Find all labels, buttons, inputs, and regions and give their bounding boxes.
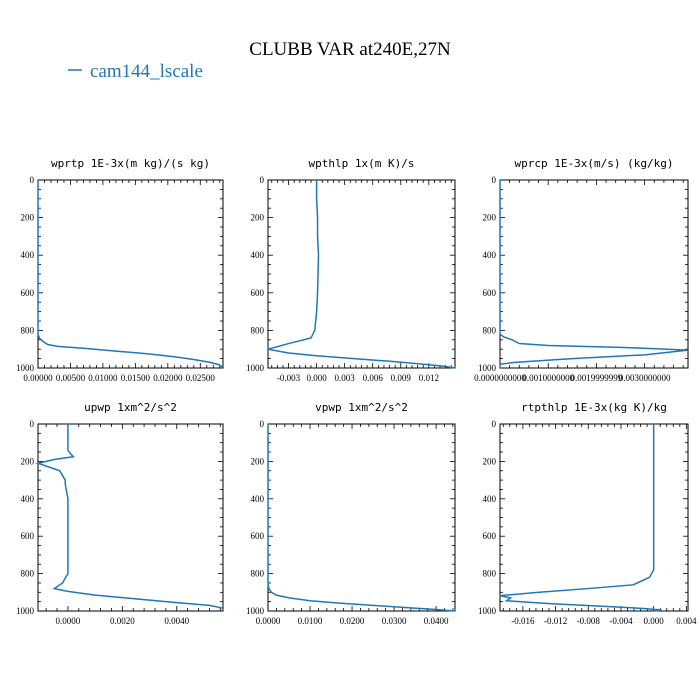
plot-frame — [499, 423, 689, 612]
series-line-1 — [499, 180, 689, 368]
x-tick-label: 0.00000 — [23, 373, 53, 383]
panel-1: wprtp 1E-3x(m kg)/(s kg) 0 200 400 600 800 100… — [16, 157, 224, 383]
legend-label: cam144_lscale — [90, 61, 203, 82]
x-tick-label: -0.008 — [577, 616, 601, 626]
y-tick-label: 1000 — [246, 363, 265, 373]
y-tick-label: 0 — [30, 175, 35, 185]
panel-5: vpwp 1xm^2/s^2 0 200 400 600 800 10000.0000 0.0… — [246, 401, 456, 626]
panel-title: wpthlp 1x(m K)/s — [309, 157, 415, 170]
panel-3: wprcp 1E-3x(m/s) (kg/kg) 0 200 400 600 800 100… — [474, 157, 689, 383]
y-tick-label: 600 — [483, 531, 497, 541]
x-tick-label: 0.0030000000 — [619, 373, 671, 383]
y-tick-label: 0 — [492, 175, 497, 185]
x-tick-label: 0.0400 — [424, 616, 449, 626]
x-tick-label: 0.0000000000 — [474, 373, 526, 383]
panel-title: upwp 1xm^2/s^2 — [84, 401, 177, 414]
y-tick-label: 800 — [251, 325, 265, 335]
y-tick-label: 400 — [21, 494, 35, 504]
x-tick-label: 0.0010000000 — [522, 373, 574, 383]
x-tick-label: 0.003 — [335, 373, 356, 383]
y-tick-label: 200 — [21, 213, 35, 223]
x-tick-label: 0.006 — [363, 373, 384, 383]
panel-title: vpwp 1xm^2/s^2 — [315, 401, 408, 414]
y-tick-label: 1000 — [16, 363, 35, 373]
x-tick-label: 0.000 — [306, 373, 327, 383]
x-tick-label: 0.02500 — [186, 373, 216, 383]
y-tick-label: 800 — [483, 569, 497, 579]
x-tick-label: 0.0020 — [110, 616, 135, 626]
y-tick-label: 600 — [251, 531, 265, 541]
y-tick-label: 200 — [251, 456, 265, 466]
y-tick-label: 600 — [483, 288, 497, 298]
y-tick-label: 1000 — [478, 606, 497, 616]
y-tick-label: 1000 — [478, 363, 497, 373]
y-tick-label: 200 — [483, 213, 497, 223]
y-tick-label: 0 — [492, 419, 497, 429]
x-tick-label: 0.009 — [391, 373, 412, 383]
y-tick-label: 200 — [483, 456, 497, 466]
x-tick-label: 0.02000 — [153, 373, 183, 383]
y-tick-label: 600 — [21, 288, 35, 298]
panel-title: rtpthlp 1E-3x(kg K)/kg — [521, 401, 667, 414]
series-line-1 — [267, 180, 456, 369]
y-tick-label: 200 — [21, 456, 35, 466]
series-line-1 — [267, 424, 456, 612]
panel-6: rtpthlp 1E-3x(kg K)/kg 0 200 400 600 800 1000 -… — [478, 401, 697, 626]
y-tick-label: 800 — [483, 325, 497, 335]
x-tick-label: 0.0000 — [56, 616, 81, 626]
x-tick-label: -0.016 — [511, 616, 535, 626]
y-tick-label: 400 — [483, 494, 497, 504]
y-tick-label: 400 — [251, 250, 265, 260]
x-tick-label: 0.0100 — [298, 616, 323, 626]
x-tick-label: -0.012 — [544, 616, 567, 626]
x-tick-label: 0.0200 — [340, 616, 365, 626]
x-tick-label: 0.0019999999 — [571, 373, 623, 383]
series-line-1 — [35, 424, 224, 609]
panel-title: wprtp 1E-3x(m kg)/(s kg) — [51, 157, 210, 170]
panel-title: wprcp 1E-3x(m/s) (kg/kg) — [515, 157, 674, 170]
y-tick-label: 0 — [30, 419, 35, 429]
figure-title: CLUBB VAR at240E,27N — [249, 39, 451, 60]
plot-frame — [267, 423, 456, 612]
x-tick-label: -0.003 — [277, 373, 301, 383]
panel-2: wpthlp 1x(m K)/s 0 200 400 600 800 1000 -0.003 0… — [246, 157, 456, 383]
y-tick-label: 400 — [21, 250, 35, 260]
y-tick-label: 1000 — [16, 606, 35, 616]
y-tick-label: 800 — [21, 569, 35, 579]
y-tick-label: 800 — [21, 325, 35, 335]
plot-frame — [267, 179, 456, 369]
plot-frame — [37, 423, 224, 612]
y-tick-label: 1000 — [246, 606, 265, 616]
panels: wprtp 1E-3x(m kg)/(s kg) 0 200 400 600 800 100… — [16, 157, 697, 626]
y-tick-label: 600 — [21, 531, 35, 541]
x-tick-label: 0.00500 — [56, 373, 86, 383]
series-line-1 — [499, 424, 662, 612]
series-line-1 — [37, 180, 224, 368]
x-tick-label: 0.004 — [676, 616, 697, 626]
y-tick-label: 400 — [251, 494, 265, 504]
x-tick-label: 0.0000 — [256, 616, 281, 626]
legend: cam144_lscale — [68, 61, 203, 82]
plot-frame — [499, 179, 689, 369]
y-tick-label: 0 — [260, 175, 265, 185]
plot-frame — [37, 179, 224, 369]
y-tick-label: 400 — [483, 250, 497, 260]
y-tick-label: 600 — [251, 288, 265, 298]
x-tick-label: 0.0300 — [382, 616, 407, 626]
y-tick-label: 200 — [251, 213, 265, 223]
x-tick-label: 0.012 — [419, 373, 439, 383]
x-tick-label: 0.01500 — [121, 373, 151, 383]
panel-4: upwp 1xm^2/s^2 0 200 400 600 800 1000 0.0000 0.0… — [16, 401, 224, 626]
x-tick-label: -0.004 — [609, 616, 633, 626]
y-tick-label: 800 — [251, 569, 265, 579]
x-tick-label: 0.0040 — [164, 616, 189, 626]
y-tick-label: 0 — [260, 419, 265, 429]
x-tick-label: 0.000 — [644, 616, 665, 626]
x-tick-label: 0.01000 — [88, 373, 118, 383]
